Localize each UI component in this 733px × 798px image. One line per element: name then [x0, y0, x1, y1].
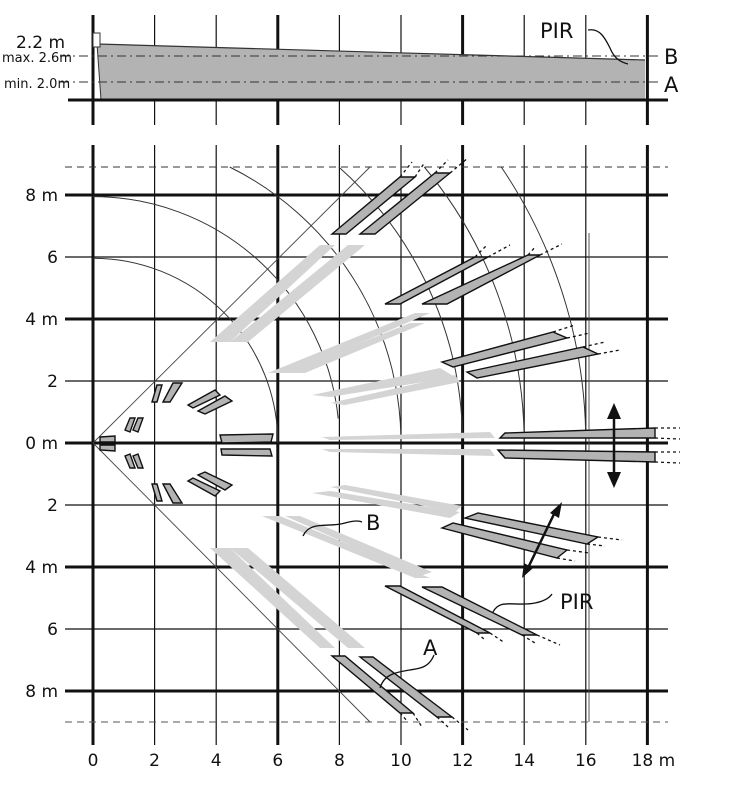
- range-arc: [423, 166, 525, 435]
- x-axis-label: 14: [513, 751, 535, 771]
- x-axis-label: 0: [88, 751, 99, 771]
- top-view: B A PIR: [65, 157, 681, 731]
- y-axis-label: 2: [47, 496, 58, 516]
- side-label-b: B: [664, 45, 678, 69]
- zone-label-b: B: [366, 511, 380, 535]
- x-axis-label: 12: [452, 751, 474, 771]
- y-axis-label: 4 m: [25, 558, 58, 578]
- grid: [65, 15, 668, 745]
- range-arc: [500, 166, 587, 434]
- side-pir-label: PIR: [540, 19, 573, 43]
- y-axis-label: 0 m: [25, 434, 58, 454]
- max-height-label: max. 2.6m: [2, 51, 72, 66]
- zone-label-a: A: [423, 636, 438, 660]
- x-axis-label: 16: [575, 751, 597, 771]
- x-axis-label: 10: [390, 751, 412, 771]
- x-axis-label: 2: [149, 751, 160, 771]
- x-axis-label: 18 m: [632, 751, 676, 771]
- axis-labels: 0 2 4 6 8 10 12 14 16 18 m 8 m 6 4 m 2 0 m 2 4 m 6 8 m: [25, 186, 675, 771]
- side-view: 2.2 m max. 2.6m min. 2.0m B A PIR: [2, 19, 679, 102]
- mount-height-label: 2.2 m: [16, 33, 65, 53]
- zone-pir-label: PIR: [560, 590, 593, 614]
- sensor-icon: [92, 32, 101, 48]
- y-axis-label: 2: [47, 372, 58, 392]
- zones-a: [99, 172, 656, 718]
- range-arc: [92, 196, 339, 419]
- y-axis-label: 6: [47, 620, 58, 640]
- x-axis-label: 8: [334, 751, 345, 771]
- y-axis-label: 6: [47, 248, 58, 268]
- x-axis-label: 6: [272, 751, 283, 771]
- y-axis-label: 4 m: [25, 310, 58, 330]
- x-axis-label: 4: [211, 751, 222, 771]
- side-view-coverage: [97, 44, 645, 100]
- zones-b: [210, 245, 495, 648]
- y-axis-label: 8 m: [25, 186, 58, 206]
- side-label-a: A: [664, 73, 679, 97]
- y-axis-label: 8 m: [25, 682, 58, 702]
- zone-extensions: [399, 157, 681, 731]
- motion-arrows: [522, 403, 621, 578]
- min-height-label: min. 2.0m: [4, 77, 70, 92]
